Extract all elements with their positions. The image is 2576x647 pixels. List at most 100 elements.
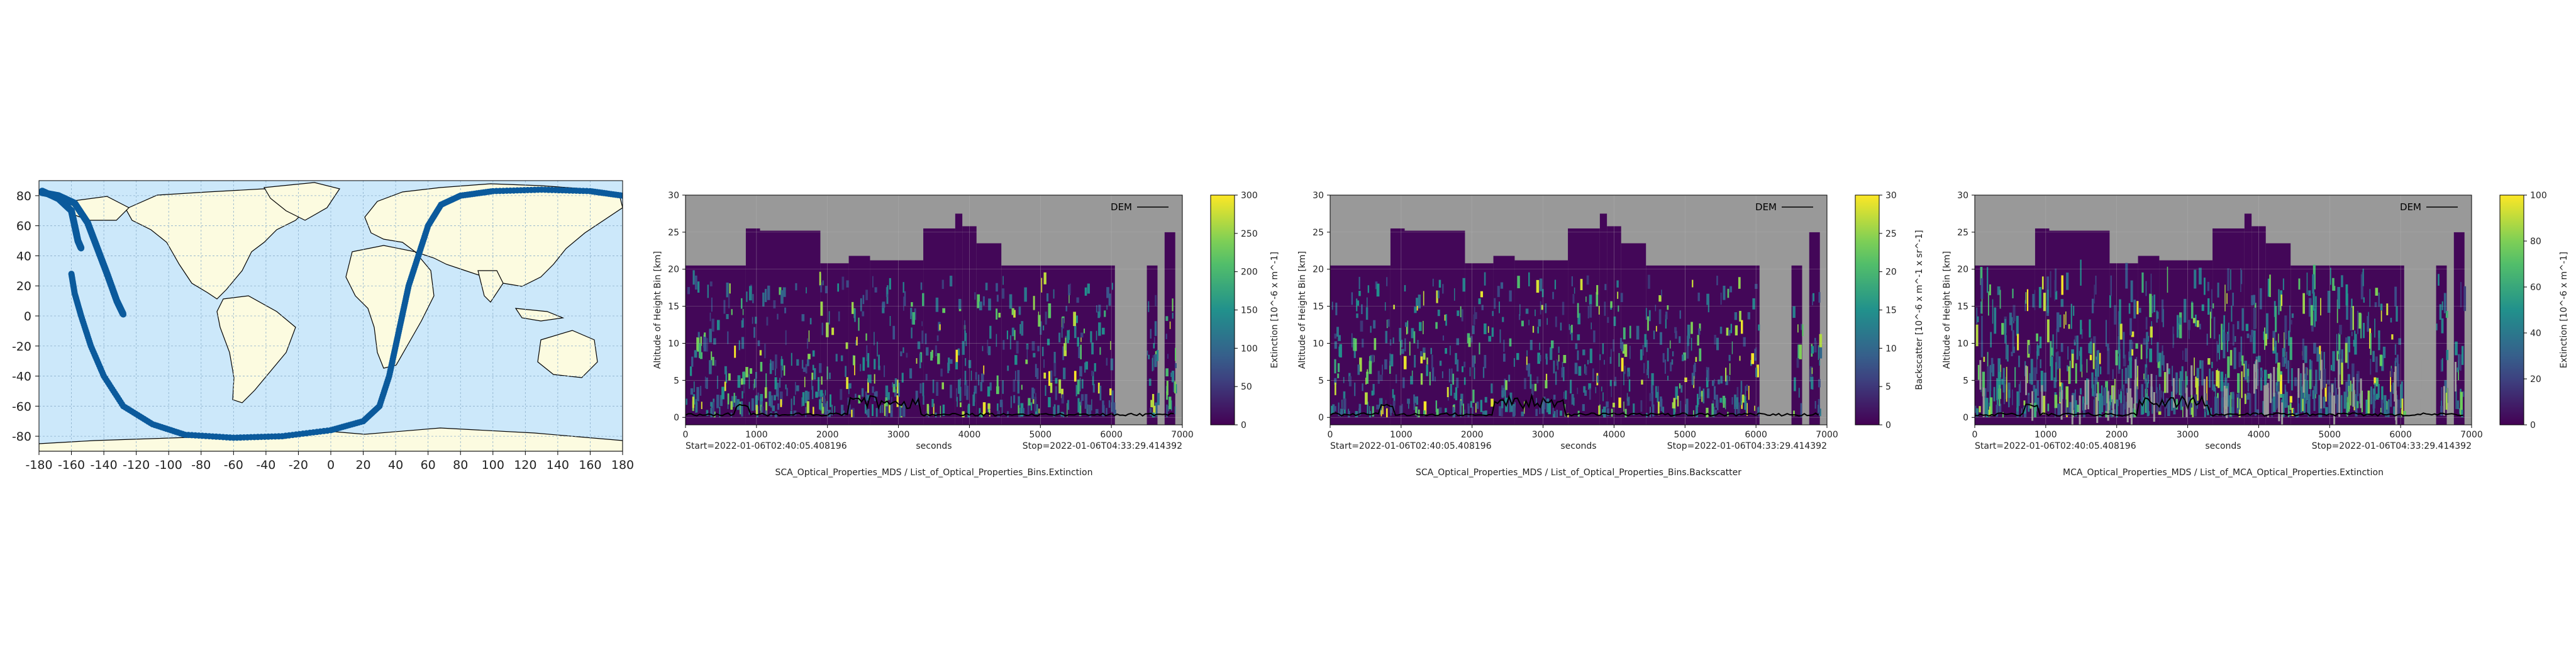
heatmap-cell	[2461, 410, 2463, 417]
heatmap-cell	[1038, 408, 1040, 414]
heatmap-cell	[2055, 362, 2057, 383]
heatmap-cell	[2214, 387, 2216, 398]
heatmap-cell	[1976, 307, 1978, 324]
heatmap-cell	[692, 397, 694, 408]
colorbar-tick-label: 10	[1885, 344, 1897, 354]
heatmap-cell	[2230, 392, 2232, 417]
heatmap-cell	[802, 367, 806, 372]
heatmap-cell	[1724, 368, 1727, 382]
heatmap-cell	[1460, 306, 1462, 318]
heatmap-cell	[2121, 369, 2123, 391]
heatmap-cell	[2201, 304, 2204, 312]
heatmap-cell	[1667, 347, 1669, 362]
heatmap-cell	[1675, 386, 1679, 400]
land-australia	[537, 330, 598, 378]
heatmap-cell	[2251, 329, 2253, 337]
heatmap-cell	[2444, 380, 2447, 393]
heatmap-cell	[948, 357, 950, 371]
heatmap-cell	[1018, 307, 1021, 315]
missing-column	[2429, 391, 2432, 421]
heatmap-cell	[807, 338, 808, 349]
heatmap-cell	[882, 301, 886, 308]
heatmap-cell	[1996, 378, 1999, 401]
heatmap-cell	[957, 348, 960, 356]
heatmap-cell	[996, 375, 999, 387]
heatmap-cell	[1375, 281, 1378, 290]
heatmap-cell	[1706, 377, 1709, 388]
colorbar-tick-label: 25	[1885, 229, 1897, 239]
heatmap-cell	[1155, 354, 1157, 361]
heatmap-cell	[1442, 284, 1444, 294]
heatmap-cell	[2012, 330, 2014, 352]
heatmap-cell	[1335, 382, 1336, 395]
heatmap-cell	[1741, 320, 1743, 334]
heatmap-cell	[2320, 298, 2321, 316]
heatmap-cell	[1539, 407, 1541, 415]
heatmap-cell	[736, 399, 740, 410]
heatmap-cell	[887, 285, 889, 295]
heatmap-cell	[1462, 403, 1464, 416]
heatmap-cell	[1006, 330, 1008, 340]
heatmap-cell	[1153, 343, 1155, 349]
heatmap-cell	[1399, 405, 1402, 414]
heatmap-cell	[2291, 313, 2294, 318]
heatmap-cell	[1376, 404, 1380, 410]
heatmap-cell	[2403, 410, 2406, 416]
heatmap-cell	[712, 402, 714, 416]
map-x-tick-label: -20	[289, 458, 308, 472]
heatmap-cell	[941, 382, 944, 390]
heatmap-cell	[845, 366, 847, 377]
heatmap-cell	[2370, 333, 2372, 356]
heatmap-cell	[713, 338, 716, 345]
valid-data-block	[976, 243, 1002, 425]
heatmap-cell	[2272, 337, 2274, 351]
heatmap-cell	[1534, 383, 1537, 391]
heatmap-cell	[1371, 354, 1375, 363]
heatmap-cell	[1472, 325, 1475, 334]
heatmap-cell	[2336, 394, 2338, 413]
heatmap-cell	[2358, 312, 2362, 329]
heatmap-cell	[865, 355, 867, 361]
heatmap-cell	[1649, 393, 1652, 402]
heatmap-cell	[2324, 383, 2327, 402]
heatmap-cell	[811, 376, 813, 390]
heatmap-cell	[1655, 325, 1657, 332]
heatmap-cell	[2221, 389, 2223, 406]
heatmap-cell	[1343, 398, 1346, 410]
heatmap-cell	[2138, 308, 2141, 313]
heatmap-cell	[1571, 324, 1573, 333]
heatmap-cell	[2357, 401, 2359, 408]
heatmap-cell	[987, 403, 991, 409]
heatmap-cell	[1674, 327, 1677, 334]
heatmap-cell	[1456, 338, 1459, 346]
heatmap-cell	[924, 333, 927, 344]
heatmap-cell	[2109, 395, 2112, 406]
x-tick-label: 4000	[2248, 430, 2270, 440]
heatmap-cell	[2287, 360, 2290, 384]
heatmap-cell	[864, 404, 867, 414]
heatmap-cell	[2001, 378, 2004, 385]
heatmap-cell	[939, 324, 941, 330]
heatmap-cell	[2073, 305, 2075, 316]
heatmap-cell	[777, 313, 779, 320]
heatmap-cell	[1356, 300, 1360, 306]
heatmap-cell	[1472, 355, 1475, 368]
heatmap-cell	[1599, 354, 1601, 361]
heatmap-cell	[2040, 359, 2041, 368]
heatmap-cell	[1355, 411, 1358, 417]
heatmap-cell	[2259, 288, 2262, 310]
heatmap-cell	[738, 340, 740, 351]
heatmap-cell	[2143, 373, 2145, 380]
heatmap-cell	[1604, 359, 1605, 365]
heatmap-cell	[985, 283, 988, 291]
heatmap-cell	[795, 381, 796, 395]
heatmap-cell	[2207, 358, 2211, 365]
heatmap-cell	[1620, 293, 1623, 303]
panel-title: SCA_Optical_Properties_MDS / List_of_Opt…	[1416, 468, 1741, 478]
heatmap-cell	[697, 332, 700, 338]
heatmap-cell	[2212, 303, 2214, 309]
heatmap-cell	[2131, 331, 2135, 337]
heatmap-cell	[2363, 322, 2365, 339]
